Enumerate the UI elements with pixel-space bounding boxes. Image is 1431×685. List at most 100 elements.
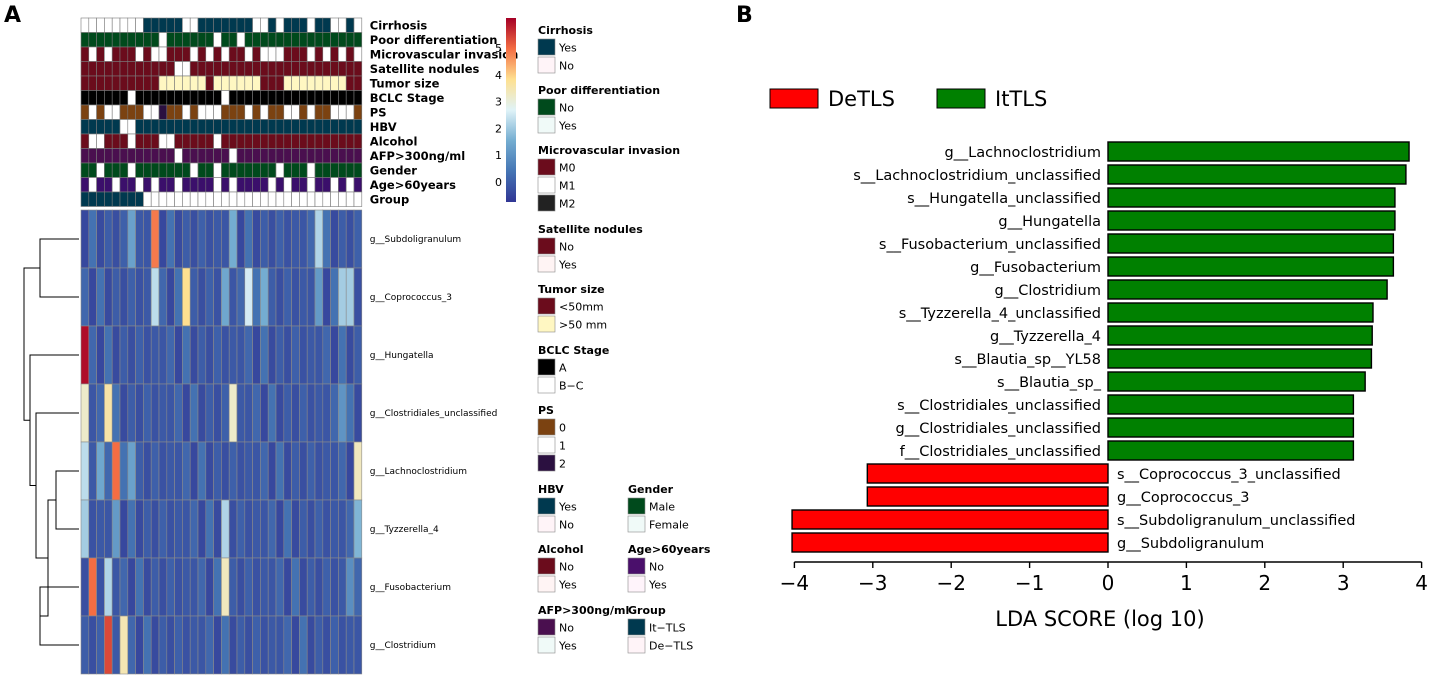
annotation-cell	[306, 46, 316, 62]
heatmap-cell	[166, 615, 175, 675]
heatmap-cell	[267, 557, 277, 617]
annotation-cell	[96, 104, 105, 120]
annotation-cell	[345, 75, 355, 91]
heatmap-cell	[283, 499, 292, 559]
heatmap-cell	[236, 615, 246, 675]
legend-title: PS	[538, 404, 554, 417]
heatmap-cell	[213, 557, 222, 617]
heatmap-cell	[221, 209, 230, 269]
annotation-cell	[314, 17, 324, 33]
annotation-cell	[189, 177, 199, 193]
x-axis-tick-label: 1	[1180, 571, 1193, 595]
annotation-cell	[260, 61, 269, 77]
heatmap-cell	[96, 615, 105, 675]
annotation-cell	[275, 17, 285, 33]
legend-swatch	[537, 237, 556, 255]
x-axis-tick-label: 4	[1415, 571, 1428, 595]
heatmap-cell	[166, 557, 175, 617]
lda-bar	[1107, 187, 1396, 208]
annotation-cell	[314, 191, 324, 207]
heatmap-cell	[322, 325, 331, 385]
annotation-label: Satellite nodules	[370, 62, 480, 76]
annotation-cell	[330, 119, 339, 135]
annotation-cell	[189, 46, 199, 62]
annotation-cell	[306, 162, 316, 178]
annotation-cell	[158, 90, 168, 106]
legend-swatch	[627, 618, 646, 636]
heatmap-cell	[158, 441, 168, 501]
annotation-cell	[228, 119, 238, 135]
heatmap-cell	[88, 325, 97, 385]
annotation-cell	[197, 32, 207, 48]
bar-category-label: g__Subdoligranulum	[1117, 536, 1264, 552]
heatmap-cell	[135, 383, 144, 443]
heatmap-cell	[96, 209, 105, 269]
annotation-cell	[96, 119, 105, 135]
lda-bar	[1107, 302, 1374, 323]
heatmap-cell	[260, 499, 269, 559]
legend-swatch	[537, 315, 556, 333]
heatmap-cell	[189, 383, 199, 443]
legend-item-label: No	[559, 60, 574, 73]
annotation-cell	[338, 177, 347, 193]
annotation-cell	[345, 148, 355, 164]
annotation-cell	[213, 133, 222, 149]
annotation-cell	[174, 90, 183, 106]
annotation-cell	[135, 191, 144, 207]
legend-item-label: It−TLS	[649, 622, 686, 635]
annotation-cell	[104, 90, 113, 106]
annotation-cell	[197, 148, 207, 164]
annotation-cell	[345, 191, 355, 207]
heatmap-cell	[135, 441, 144, 501]
annotation-cell	[96, 177, 105, 193]
heatmap-cell	[306, 383, 316, 443]
heatmap-cell	[338, 557, 347, 617]
legend-item-label: De−TLS	[649, 640, 693, 653]
annotation-cell	[205, 75, 214, 91]
annotation-cell	[135, 162, 144, 178]
annotation-cell	[283, 104, 292, 120]
heatmap-cell	[228, 209, 238, 269]
legend-title: Age>60years	[628, 543, 711, 556]
annotation-cell	[221, 104, 230, 120]
heatmap-cell	[111, 615, 121, 675]
annotation-cell	[221, 148, 230, 164]
annotation-cell	[314, 133, 324, 149]
heatmap-cell	[306, 557, 316, 617]
heatmap-cell	[236, 267, 246, 327]
x-axis-tick-label: 2	[1258, 571, 1271, 595]
annotation-cell	[260, 191, 269, 207]
annotation-cell	[252, 148, 261, 164]
heatmap-cell	[299, 209, 308, 269]
annotation-cell	[166, 75, 175, 91]
heatmap-cell	[267, 267, 277, 327]
annotation-cell	[260, 32, 269, 48]
annotation-cell	[291, 17, 300, 33]
heatmap-cell	[88, 441, 97, 501]
heatmap-cell	[330, 557, 339, 617]
annotation-cell	[353, 75, 363, 91]
annotation-cell	[158, 32, 168, 48]
annotation-cell	[80, 191, 90, 207]
heatmap-cell	[322, 209, 331, 269]
annotation-cell	[228, 75, 238, 91]
annotation-cell	[150, 177, 160, 193]
legend-item-label: >50 mm	[559, 319, 607, 332]
annotation-label: Poor differentiation	[370, 33, 498, 47]
annotation-cell	[306, 133, 316, 149]
annotation-cell	[306, 191, 316, 207]
heatmap-row-label: g__Subdoligranulum	[370, 235, 461, 245]
legend-item-label: B−C	[559, 380, 584, 393]
lda-bar	[1107, 279, 1388, 300]
legend-item-label: No	[559, 622, 574, 635]
annotation-cell	[150, 17, 160, 33]
heatmap-cell	[96, 557, 105, 617]
annotation-cell	[111, 32, 121, 48]
annotation-cell	[143, 133, 152, 149]
annotation-cell	[228, 162, 238, 178]
heatmap-cell	[275, 499, 285, 559]
annotation-cell	[80, 162, 90, 178]
annotation-cell	[345, 162, 355, 178]
annotation-cell	[291, 46, 300, 62]
heatmap-cell	[189, 557, 199, 617]
